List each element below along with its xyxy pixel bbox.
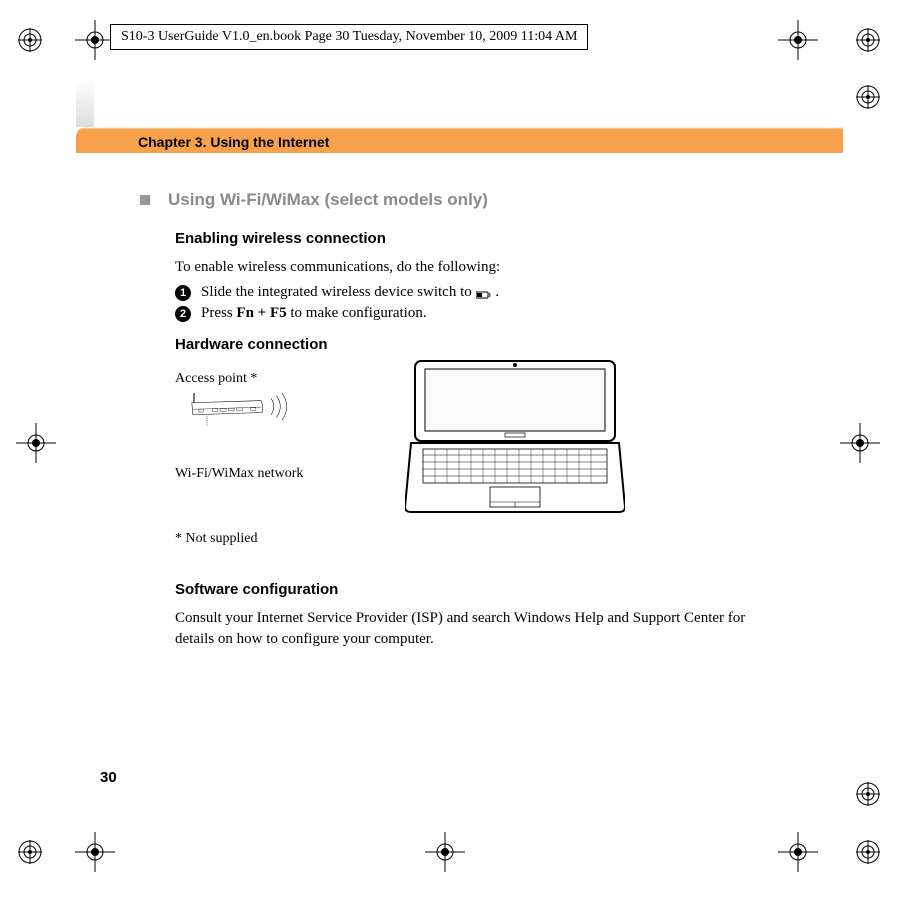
decorative-grad [76,78,94,127]
subheading-enabling: Enabling wireless connection [175,230,780,247]
crop-mark [840,423,880,463]
access-point-label: Access point * [175,371,257,387]
step-1-pre: Slide the integrated wireless device swi… [201,284,476,300]
step-2-pre: Press [201,305,236,321]
content-area: Using Wi-Fi/WiMax (select models only) E… [140,190,780,656]
step-2-post: to make configuration. [287,305,427,321]
radial-target-icon [18,28,42,52]
radial-target-icon [856,28,880,52]
laptop-icon [405,359,625,514]
step-1-text: Slide the integrated wireless device swi… [201,284,499,301]
crop-mark [75,20,115,60]
step-number-icon: 2 [175,306,191,322]
step-number-icon: 1 [175,285,191,301]
radial-target-icon [856,840,880,864]
chapter-title: Chapter 3. Using the Internet [138,134,329,150]
step-2: 2 Press Fn + F5 to make configuration. [175,305,780,322]
crop-mark [778,832,818,872]
section-title: Using Wi-Fi/WiMax (select models only) [168,190,488,210]
crop-mark [16,423,56,463]
step-2-key: Fn + F5 [236,305,286,321]
chapter-bar: Chapter 3. Using the Internet [76,127,843,153]
access-point-icon [175,393,315,431]
section-title-row: Using Wi-Fi/WiMax (select models only) [140,190,780,210]
square-bullet-icon [140,195,150,205]
not-supplied-note: * Not supplied [175,531,257,547]
document-header: S10-3 UserGuide V1.0_en.book Page 30 Tue… [110,24,588,50]
intro-text: To enable wireless communications, do th… [175,257,780,278]
crop-mark [75,832,115,872]
subheading-software: Software configuration [175,581,780,598]
subheading-hardware: Hardware connection [175,336,780,353]
radial-target-icon [18,840,42,864]
wifi-network-label: Wi-Fi/WiMax network [175,466,303,482]
crop-mark [425,832,465,872]
wireless-switch-icon [476,288,492,298]
software-text: Consult your Internet Service Provider (… [175,608,780,650]
page-number: 30 [100,769,117,786]
step-1-post: . [495,284,499,300]
radial-target-icon [856,85,880,109]
step-1: 1 Slide the integrated wireless device s… [175,284,780,301]
hardware-diagram: Access point * Wi-Fi/WiMax network [175,371,780,551]
crop-mark [778,20,818,60]
step-2-text: Press Fn + F5 to make configuration. [201,305,427,322]
radial-target-icon [856,782,880,806]
